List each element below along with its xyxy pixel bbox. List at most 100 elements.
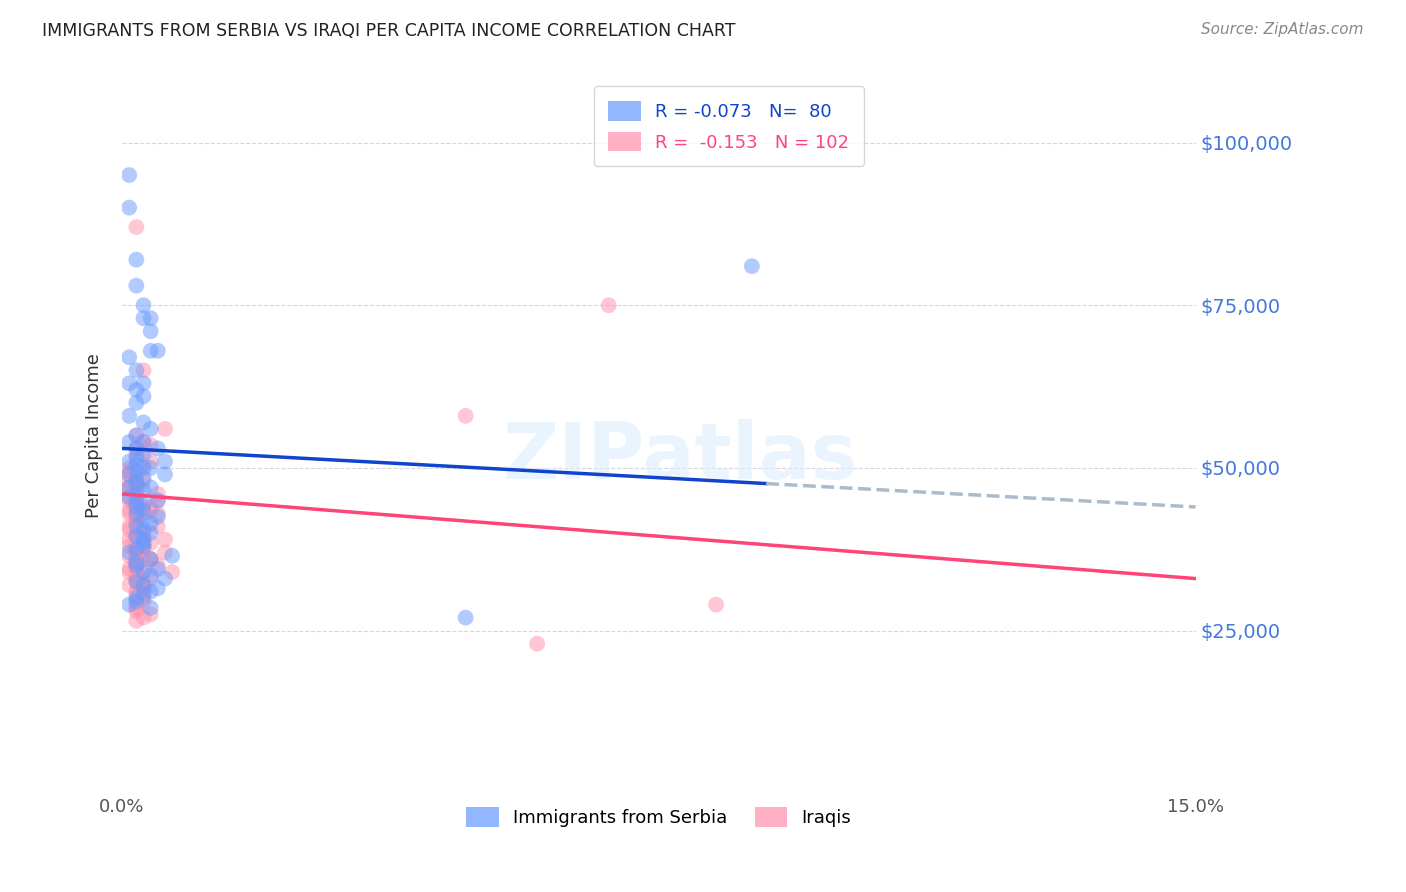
Point (132, 483, 155, 498)
Point (125, 383, 148, 397)
Point (125, 549, 148, 563)
Point (125, 614, 148, 628)
Point (132, 376, 155, 391)
Point (125, 545, 148, 559)
Point (125, 477, 148, 491)
Point (125, 529, 148, 543)
Point (125, 542, 148, 557)
Point (125, 448, 148, 462)
Point (125, 558, 148, 573)
Point (118, 454, 141, 468)
Point (132, 535, 155, 549)
Point (125, 552, 148, 566)
Point (146, 442, 169, 456)
Point (125, 529, 148, 543)
Point (125, 474, 148, 488)
Point (153, 467, 176, 482)
Point (125, 588, 148, 602)
Point (132, 539, 155, 553)
Point (125, 574, 148, 589)
Point (146, 558, 169, 573)
Point (125, 458, 148, 472)
Point (132, 363, 155, 377)
Point (118, 474, 141, 488)
Point (132, 474, 155, 488)
Point (125, 568, 148, 582)
Point (132, 610, 155, 624)
Point (125, 555, 148, 569)
Point (132, 588, 155, 602)
Point (139, 454, 162, 468)
Point (118, 565, 141, 579)
Point (454, 610, 477, 624)
Point (160, 549, 183, 563)
Point (125, 604, 148, 618)
Point (118, 480, 141, 494)
Point (139, 343, 162, 358)
Point (125, 598, 148, 612)
Point (132, 594, 155, 608)
Point (125, 584, 148, 599)
Point (118, 493, 141, 508)
Point (118, 533, 141, 547)
Point (125, 471, 148, 485)
Point (132, 578, 155, 592)
Point (132, 434, 155, 449)
Point (125, 497, 148, 511)
Point (153, 533, 176, 547)
Point (118, 519, 141, 533)
Point (118, 578, 141, 592)
Point (146, 519, 169, 533)
Point (139, 500, 162, 514)
Point (146, 562, 169, 576)
Point (139, 572, 162, 586)
Point (118, 351, 141, 365)
Point (146, 507, 169, 521)
Point (118, 598, 141, 612)
Point (132, 526, 155, 541)
Point (139, 480, 162, 494)
Point (125, 545, 148, 559)
Point (146, 487, 169, 501)
Point (132, 584, 155, 599)
Point (125, 474, 148, 488)
Point (125, 500, 148, 514)
Point (125, 363, 148, 377)
Point (125, 252, 148, 267)
Point (139, 526, 162, 541)
Point (132, 578, 155, 592)
Point (118, 168, 141, 182)
Point (139, 516, 162, 531)
Point (125, 220, 148, 235)
Point (125, 529, 148, 543)
Point (153, 422, 176, 436)
Point (125, 503, 148, 517)
Point (132, 523, 155, 537)
Point (125, 555, 148, 569)
Point (125, 558, 148, 573)
Point (132, 533, 155, 547)
Point (132, 565, 155, 579)
Point (118, 376, 141, 391)
Point (139, 552, 162, 566)
Point (741, 259, 763, 273)
Point (125, 464, 148, 478)
Point (125, 507, 148, 521)
Point (118, 461, 141, 475)
Point (132, 542, 155, 557)
Point (132, 497, 155, 511)
Point (125, 513, 148, 527)
Point (118, 523, 141, 537)
Point (139, 535, 162, 549)
Point (132, 461, 155, 475)
Point (118, 464, 141, 478)
Point (132, 442, 155, 456)
Y-axis label: Per Capita Income: Per Capita Income (86, 353, 103, 518)
Point (132, 298, 155, 312)
Point (153, 454, 176, 468)
Point (139, 503, 162, 517)
Point (132, 448, 155, 462)
Point (139, 324, 162, 338)
Point (125, 500, 148, 514)
Text: IMMIGRANTS FROM SERBIA VS IRAQI PER CAPITA INCOME CORRELATION CHART: IMMIGRANTS FROM SERBIA VS IRAQI PER CAPI… (42, 22, 735, 40)
